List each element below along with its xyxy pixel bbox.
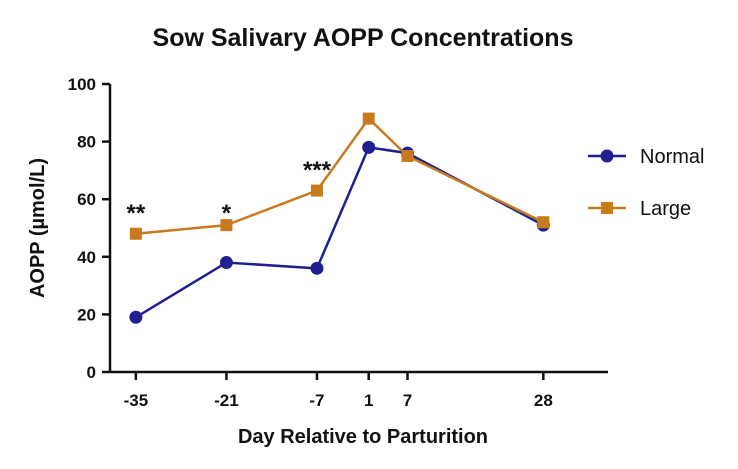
series-layer [129,112,550,324]
data-point-normal [129,310,143,324]
data-point-normal [310,261,324,275]
x-tick-label: 7 [403,391,412,410]
y-tick-label: 80 [77,133,96,152]
significance-marker: * [222,200,232,227]
data-point-normal [219,256,233,270]
x-axis-label: Day Relative to Parturition [238,426,488,448]
series-line-normal [135,146,544,319]
significance-marker: ** [127,200,146,227]
x-tick-label: -35 [124,391,149,410]
y-tick-label: 40 [77,248,96,267]
data-point-large [129,227,142,240]
legend-item-normal: Normal [588,146,704,168]
x-tick-label: 28 [534,391,553,410]
x-tick-label: -21 [214,391,239,410]
annotation-layer: ** **** [127,157,332,227]
y-tick-label: 20 [77,305,96,324]
data-point-large [537,216,550,229]
x-tick-label: 1 [364,391,373,410]
y-ticks: 0 20 40 60 80 100 [68,75,110,382]
series-normal [129,140,550,324]
series-large [129,112,550,240]
chart-title: Sow Salivary AOPP Concentrations [153,24,574,52]
x-tick-label: -7 [309,391,324,410]
x-ticks: -35 -21 -7 1 7 28 [124,372,553,410]
data-point-normal [362,140,376,154]
data-point-large [362,112,375,125]
data-point-large [220,219,233,232]
legend-marker-large [601,202,613,214]
legend-label-large: Large [640,198,691,220]
legend-item-large: Large [588,198,691,220]
legend-label-normal: Normal [640,146,704,168]
legend-marker-normal [600,149,614,163]
legend: Normal Large [588,146,704,220]
data-point-large [310,184,323,197]
data-point-large [401,150,414,162]
y-axis-label: AOPP (µmol/L) [27,158,49,298]
y-tick-label: 60 [77,190,96,209]
series-line-large [135,117,544,236]
significance-marker: *** [303,157,332,184]
y-tick-label: 0 [87,363,96,382]
y-tick-label: 100 [68,75,96,94]
